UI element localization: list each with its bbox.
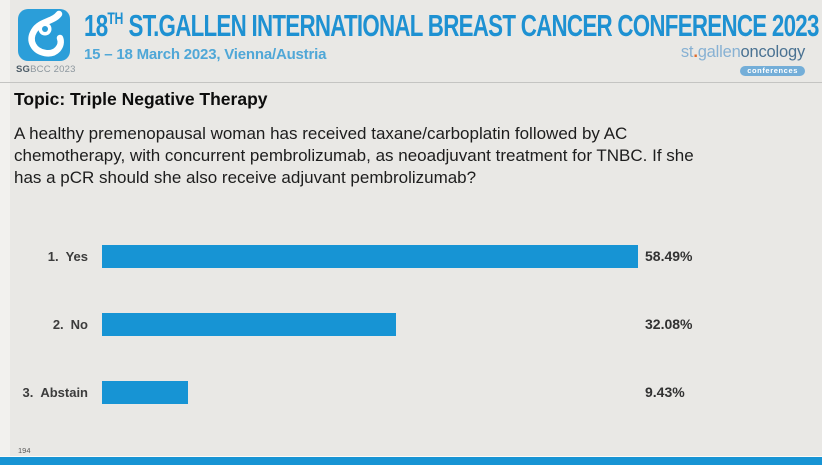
- conference-title-text: ST.GALLEN INTERNATIONAL BREAST CANCER CO…: [122, 8, 819, 43]
- category-number: 1.: [47, 248, 59, 264]
- stgallen-oncology-wordmark: st.gallenoncology: [681, 44, 805, 61]
- category-text: Abstain: [40, 384, 88, 400]
- footer-stripe: [0, 457, 822, 465]
- category-text: Yes: [65, 248, 88, 264]
- bar-no: [102, 312, 396, 336]
- category-number: 3.: [22, 384, 34, 400]
- category-number: 2.: [52, 316, 64, 332]
- poll-question-line: chemotherapy, with concurrent pembrolizu…: [14, 146, 694, 165]
- brand-st: st: [680, 43, 694, 61]
- bar-yes: [102, 244, 638, 268]
- value-label-yes: 58.49%: [645, 248, 693, 264]
- category-label: 2. No: [0, 317, 88, 332]
- conference-subtitle: 15 – 18 March 2023, Vienna/Austria: [84, 46, 327, 63]
- brand-gallen: gallen: [697, 43, 741, 61]
- left-edge-band: [0, 0, 10, 457]
- sgbcc-label-bold: SG: [16, 64, 31, 75]
- page-number: 194: [18, 446, 31, 455]
- category-label: 3. Abstain: [0, 385, 88, 400]
- brand-oncology: oncology: [740, 43, 806, 61]
- breast-swirl-icon: [18, 9, 70, 61]
- stgallen-oncology-logo: st.gallenoncology conferences: [681, 44, 805, 77]
- sgbcc-label: SGBCC 2023: [16, 64, 76, 75]
- conference-title-ordinal: TH: [107, 9, 123, 28]
- sgbcc-label-rest: BCC 2023: [30, 64, 76, 75]
- topic-heading: Topic: Triple Negative Therapy: [14, 89, 268, 109]
- brand-dot: .: [693, 43, 698, 61]
- bar-abstain: [102, 380, 189, 404]
- conference-title: 18TH ST.GALLEN INTERNATIONAL BREAST CANC…: [84, 8, 819, 44]
- poll-question-line: A healthy premenopausal woman has receiv…: [14, 124, 628, 143]
- poll-row-abstain: 3. Abstain 9.43%: [0, 377, 822, 407]
- value-label-no: 32.08%: [645, 316, 693, 332]
- footer-divider: [0, 456, 822, 457]
- poll-question: A healthy premenopausal woman has receiv…: [14, 123, 814, 189]
- value-label-abstain: 9.43%: [645, 384, 685, 400]
- header-divider: [0, 82, 822, 83]
- poll-row-no: 2. No 32.08%: [0, 309, 822, 339]
- conferences-tag: conferences: [740, 65, 805, 76]
- conference-title-number: 18: [84, 8, 108, 43]
- category-label: 1. Yes: [0, 249, 88, 264]
- category-text: No: [70, 316, 88, 332]
- poll-question-line: has a pCR should she also receive adjuva…: [14, 168, 477, 187]
- poll-row-yes: 1. Yes 58.49%: [0, 241, 822, 271]
- sgbcc-logo: [18, 9, 70, 61]
